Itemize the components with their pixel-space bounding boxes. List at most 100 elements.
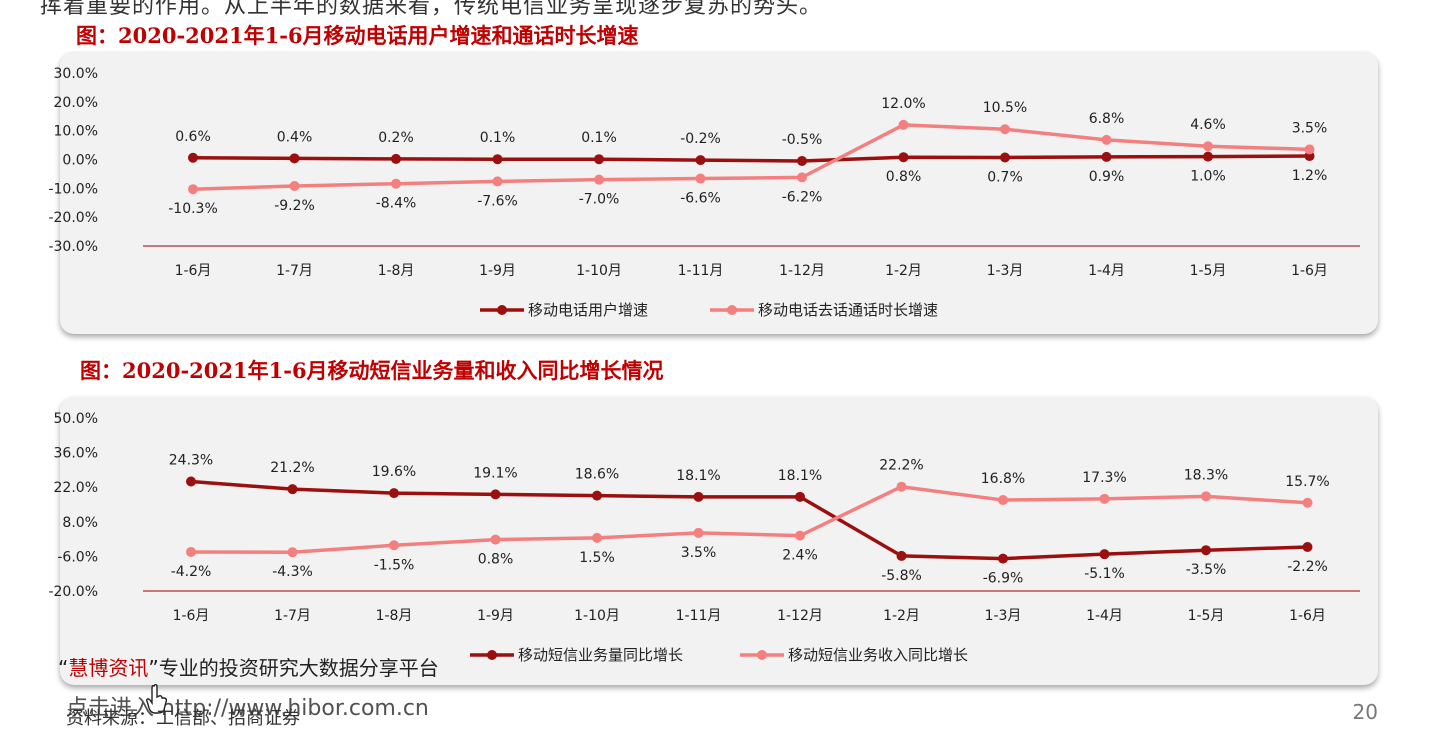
y-tick-label: 22.0%: [54, 480, 98, 496]
data-point: [287, 484, 298, 495]
data-point: [998, 553, 1008, 564]
data-point: [795, 491, 805, 502]
data-point: [998, 495, 1008, 506]
data-label: 10.5%: [983, 100, 1027, 116]
data-label: 21.2%: [270, 460, 314, 476]
data-label: 18.1%: [676, 468, 720, 484]
data-label: 4.6%: [1190, 117, 1226, 133]
x-tick-label: 1-4月: [1088, 263, 1125, 279]
data-point: [389, 488, 399, 499]
legend-label: 移动电话去话通话时长增速: [758, 301, 938, 319]
data-label: 18.3%: [1184, 467, 1228, 483]
data-point: [188, 184, 198, 195]
x-tick-label: 1-2月: [885, 263, 922, 279]
x-tick-label: 1-3月: [987, 263, 1024, 279]
data-point: [186, 546, 196, 557]
x-tick-label: 1-7月: [276, 263, 313, 279]
data-label: 1.2%: [1292, 168, 1328, 184]
legend-label: 移动短信业务收入同比增长: [788, 646, 968, 664]
data-label: -7.6%: [477, 193, 518, 209]
data-label: -7.0%: [579, 192, 620, 208]
x-tick-label: 1-12月: [777, 608, 823, 624]
y-tick-label: -30.0%: [48, 239, 98, 255]
data-point: [391, 178, 401, 189]
chart-1-svg: 30.0% 20.0% 10.0% 0.0% -10.0% -20.0% -30.0% 1-6…: [48, 66, 1360, 319]
series-line: [192, 123, 1310, 191]
x-tick-label: 1-9月: [477, 608, 514, 624]
data-point: [1099, 549, 1110, 560]
data-label: -0.5%: [782, 132, 823, 148]
data-point: [1201, 545, 1211, 556]
data-label: 0.6%: [175, 129, 211, 145]
data-point: [594, 154, 604, 165]
chart-panel-2: 50.0% 36.0% 22.0% 8.0% -6.0% -20.0% 1-6月 1-7月 1-…: [48, 397, 1378, 685]
data-label: -9.2%: [274, 198, 315, 214]
legend-label: 移动短信业务量同比增长: [518, 646, 683, 664]
data-point: [693, 527, 704, 538]
data-label: -0.2%: [680, 131, 721, 147]
data-label: 12.0%: [881, 96, 925, 112]
data-point: [896, 550, 907, 561]
watermark-url[interactable]: 点击进入 http://www.hibor.com.cn: [66, 696, 429, 721]
x-tick-label: 1-3月: [985, 608, 1022, 624]
data-point: [1302, 497, 1313, 508]
data-label: 0.8%: [478, 552, 514, 568]
data-point: [1201, 491, 1211, 502]
data-point: [1000, 124, 1010, 135]
data-label: -5.1%: [1084, 566, 1125, 582]
x-tick-label: 1-11月: [676, 608, 722, 624]
pointer-hand-icon: [146, 684, 168, 714]
x-tick-label: 1-8月: [378, 263, 415, 279]
data-point: [289, 153, 300, 164]
data-label: 0.1%: [581, 130, 617, 146]
data-point: [592, 532, 602, 543]
y-tick-label: -20.0%: [48, 584, 98, 600]
x-tick-label: 1-12月: [779, 263, 825, 279]
data-point: [695, 155, 706, 166]
x-tick-label: 1-10月: [574, 608, 620, 624]
data-point: [1203, 141, 1213, 152]
data-point: [1203, 151, 1213, 162]
data-label: 18.6%: [575, 467, 619, 483]
data-point: [1101, 134, 1112, 145]
data-point: [898, 152, 909, 163]
y-tick-label: -20.0%: [48, 210, 98, 226]
data-label: -2.2%: [1287, 559, 1328, 575]
data-label: -4.2%: [171, 564, 212, 580]
data-label: 22.2%: [879, 458, 923, 474]
data-label: 15.7%: [1285, 474, 1329, 490]
watermark-slogan: “慧博资讯”专业的投资研究大数据分享平台: [58, 652, 439, 681]
x-tick-label: 1-2月: [883, 608, 920, 624]
data-point: [592, 490, 602, 501]
y-tick-label: 30.0%: [54, 66, 98, 82]
chart-panel-1: 30.0% 20.0% 10.0% 0.0% -10.0% -20.0% -30.0% 1-6…: [48, 52, 1378, 334]
data-point: [594, 174, 604, 185]
x-tick-label: 1-6月: [1291, 263, 1328, 279]
watermark-quote-close: ”: [148, 656, 159, 680]
data-label: 0.2%: [378, 130, 414, 146]
source-note: 资料来源：工信部、招商证券: [66, 708, 300, 729]
data-label: -6.2%: [782, 189, 823, 205]
figure-1-title: 图：2020-2021年1-6月移动电话用户增速和通话时长增速: [76, 23, 639, 48]
x-tick-label: 1-6月: [1289, 608, 1326, 624]
data-point: [1000, 152, 1010, 163]
x-tick-label: 1-9月: [479, 263, 516, 279]
intro-text: 挥着重要的作用。从上半年的数据来看，传统电信业务呈现逐步复苏的势头。: [40, 0, 823, 19]
series-line: [192, 154, 1310, 163]
data-label: 17.3%: [1082, 470, 1126, 486]
data-label: 0.1%: [480, 130, 516, 146]
data-point: [898, 119, 909, 130]
y-tick-label: 8.0%: [62, 515, 98, 531]
data-label: 0.8%: [886, 169, 922, 185]
data-point: [490, 534, 501, 545]
data-point: [492, 176, 503, 187]
x-tick-label: 1-11月: [678, 263, 724, 279]
series-line: [190, 484, 1308, 554]
data-label: 16.8%: [981, 471, 1025, 487]
data-point: [1099, 493, 1110, 504]
data-point: [389, 540, 399, 551]
data-label: -6.6%: [680, 191, 721, 207]
data-point: [896, 481, 907, 492]
data-point: [1101, 151, 1112, 162]
figure-2-title: 图：2020-2021年1-6月移动短信业务量和收入同比增长情况: [80, 358, 664, 383]
